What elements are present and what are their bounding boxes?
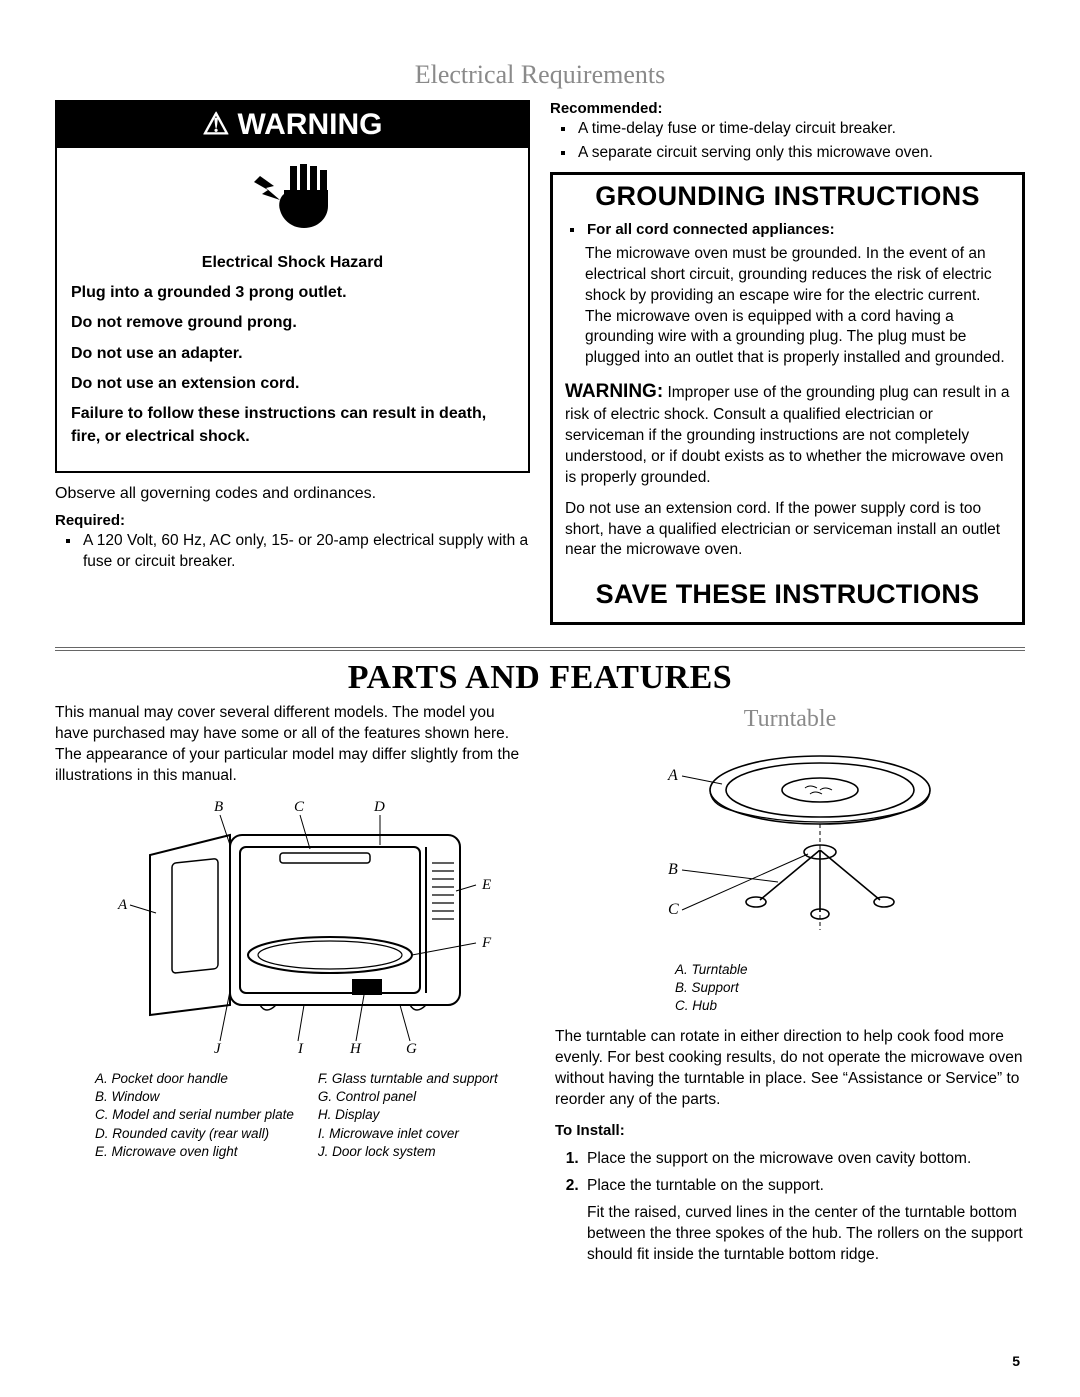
microwave-diagram: A B C D E F G H I J xyxy=(80,795,500,1055)
parts-intro: This manual may cover several different … xyxy=(55,703,525,787)
observe-text: Observe all governing codes and ordinanc… xyxy=(55,483,530,505)
svg-text:H: H xyxy=(349,1041,362,1055)
warning-line: Do not use an adapter. xyxy=(71,342,514,365)
turntable-legend: A. Turntable B. Support C. Hub xyxy=(555,961,1025,1016)
section-divider xyxy=(55,647,1025,651)
svg-text:B: B xyxy=(668,861,678,878)
warning-line: Do not remove ground prong. xyxy=(71,311,514,334)
svg-text:A: A xyxy=(667,767,678,784)
recommended-item: A separate circuit serving only this mic… xyxy=(576,143,1025,164)
turntable-heading: Turntable xyxy=(555,703,1025,735)
svg-text:E: E xyxy=(481,877,491,893)
warning-title: WARNING xyxy=(237,108,382,142)
svg-text:A: A xyxy=(117,897,128,913)
shock-hand-icon xyxy=(250,158,336,232)
warning-inline-label: WARNING: xyxy=(565,381,663,402)
warning-line: Failure to follow these instructions can… xyxy=(71,402,514,448)
warning-triangle-icon: ⚠ xyxy=(203,110,230,140)
svg-text:I: I xyxy=(297,1041,304,1055)
recommended-item: A time-delay fuse or time-delay circuit … xyxy=(576,119,1025,140)
parts-and-features-heading: PARTS AND FEATURES xyxy=(55,659,1025,697)
grounding-p3: Do not use an extension cord. If the pow… xyxy=(565,499,1010,562)
required-label: Required: xyxy=(55,512,530,529)
svg-text:F: F xyxy=(481,935,492,951)
install-step: Place the support on the microwave oven … xyxy=(583,1149,1025,1170)
grounding-warning-paragraph: WARNING: Improper use of the grounding p… xyxy=(565,379,1010,488)
save-instructions: SAVE THESE INSTRUCTIONS xyxy=(553,573,1022,614)
svg-text:B: B xyxy=(214,799,223,815)
warning-header: ⚠ WARNING xyxy=(57,102,528,148)
to-install-label: To Install: xyxy=(555,1121,1025,1141)
turntable-desc: The turntable can rotate in either direc… xyxy=(555,1027,1025,1111)
grounding-p1: The microwave oven must be grounded. In … xyxy=(565,244,1010,370)
svg-text:J: J xyxy=(214,1041,222,1055)
install-step: Place the turntable on the support. Fit … xyxy=(583,1176,1025,1266)
svg-text:D: D xyxy=(373,799,385,815)
required-item: A 120 Volt, 60 Hz, AC only, 15- or 20-am… xyxy=(81,531,530,573)
recommended-label: Recommended: xyxy=(550,100,1025,117)
grounding-instructions-box: GROUNDING INSTRUCTIONS For all cord conn… xyxy=(550,172,1025,626)
warning-line: Do not use an extension cord. xyxy=(71,372,514,395)
svg-text:G: G xyxy=(406,1041,417,1055)
install-step-extra: Fit the raised, curved lines in the cent… xyxy=(587,1203,1025,1266)
svg-text:C: C xyxy=(668,901,679,918)
grounding-sub: For all cord connected appliances: xyxy=(587,221,835,238)
warning-box: ⚠ WARNING Electrical Shock Hazard Plug i… xyxy=(55,100,530,473)
electrical-requirements-heading: Electrical Requirements xyxy=(55,60,1025,90)
turntable-diagram: A B C xyxy=(610,740,970,950)
parts-legend: A. Pocket door handle B. Window C. Model… xyxy=(55,1070,525,1161)
grounding-title: GROUNDING INSTRUCTIONS xyxy=(553,175,1022,216)
warning-line: Plug into a grounded 3 prong outlet. xyxy=(71,281,514,304)
svg-text:C: C xyxy=(294,799,305,815)
hazard-title: Electrical Shock Hazard xyxy=(71,251,514,274)
page-number: 5 xyxy=(1012,1353,1020,1369)
